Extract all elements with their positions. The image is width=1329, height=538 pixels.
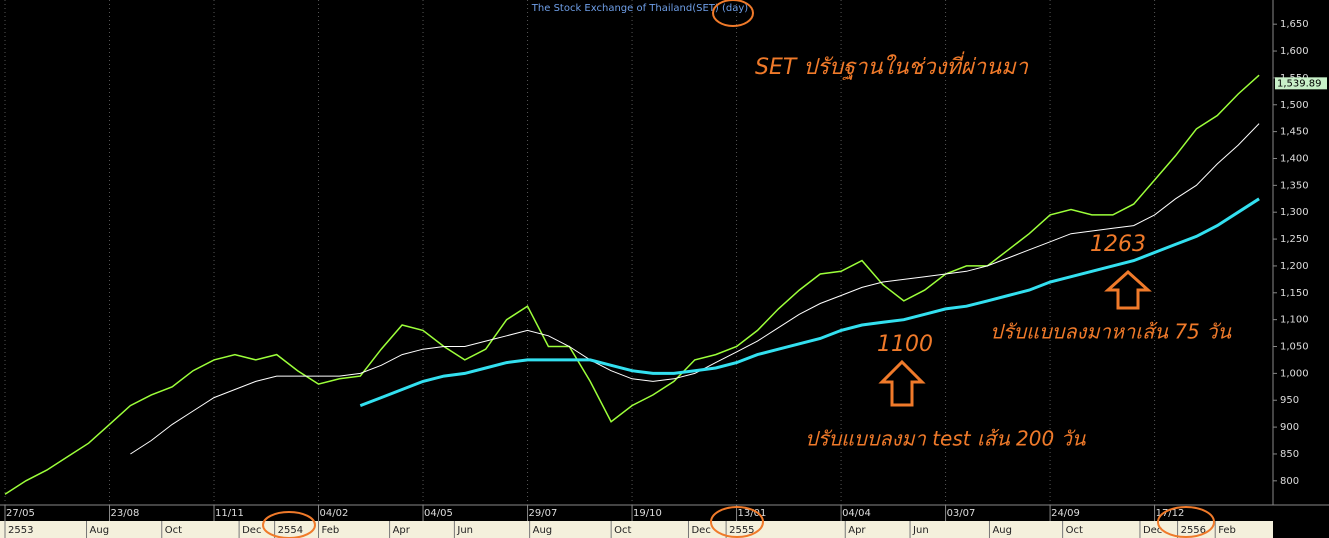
x-tick-label: 24/09 — [1051, 508, 1080, 519]
chart-title: The Stock Exchange of Thailand(SET) (day… — [531, 3, 748, 14]
y-tick-label: 900 — [1280, 422, 1299, 433]
axes: 800 850 900 950 1,000 1,050 1,100 1,150 1,200 1,2… — [4, 19, 1327, 538]
y-tick-label: 800 — [1280, 476, 1299, 487]
series-line — [130, 123, 1260, 455]
y-tick-label: 1,300 — [1280, 207, 1309, 218]
annotation: SET ปรับฐานในช่วงที่ผ่านมา — [755, 51, 1029, 80]
last-price-label: 1,539.89 — [1277, 78, 1322, 89]
month-label: 2556 — [1181, 525, 1206, 536]
x-tick-label: 13/01 — [738, 508, 767, 519]
y-tick-label: 1,250 — [1280, 234, 1309, 245]
month-label: 2554 — [278, 525, 303, 536]
month-label: Oct — [614, 525, 631, 536]
month-label: Feb — [1218, 525, 1236, 536]
highlight-ellipse — [262, 511, 316, 538]
month-label: Jun — [456, 525, 473, 536]
y-tick-label: 950 — [1280, 395, 1299, 406]
arrow — [878, 359, 926, 407]
y-tick-label: 1,000 — [1280, 368, 1309, 379]
y-tick-label: 1,650 — [1280, 19, 1309, 30]
x-tick-label: 03/07 — [947, 508, 976, 519]
month-label: Dec — [1143, 525, 1162, 536]
annotation: ปรับแบบลงมา test เส้น 200 วัน — [805, 427, 1087, 451]
grid — [4, 0, 1156, 505]
x-tick-label: 29/07 — [529, 508, 558, 519]
x-tick-label: 04/02 — [320, 508, 349, 519]
y-tick-label: 1,050 — [1280, 342, 1309, 353]
arrow — [1104, 269, 1152, 310]
y-tick-label: 1,100 — [1280, 315, 1309, 326]
plot — [4, 74, 1260, 495]
month-label: Jun — [912, 525, 929, 536]
month-label: Apr — [393, 525, 411, 536]
annotation: ปรับแบบลงมาหาเส้น 75 วัน — [990, 320, 1232, 344]
month-label: Apr — [848, 525, 866, 536]
month-label: Aug — [90, 525, 110, 536]
x-tick-label: 04/05 — [424, 508, 453, 519]
y-tick-label: 1,350 — [1280, 180, 1309, 191]
series-line — [359, 197, 1260, 408]
highlight-ellipse — [1157, 506, 1215, 538]
highlight-ellipse — [712, 0, 754, 27]
y-tick-label: 1,500 — [1280, 100, 1309, 111]
month-label: 2553 — [8, 525, 33, 536]
series-line — [4, 74, 1260, 495]
month-label: Dec — [242, 525, 261, 536]
month-label: Oct — [165, 525, 182, 536]
last-price-box — [1275, 77, 1327, 90]
y-tick-label: 1,200 — [1280, 261, 1309, 272]
y-tick-label: 1,450 — [1280, 127, 1309, 138]
month-label: Aug — [533, 525, 553, 536]
x-tick-label: 11/11 — [215, 508, 244, 519]
x-tick-label: 23/08 — [111, 508, 140, 519]
y-tick-label: 1,150 — [1280, 288, 1309, 299]
x-tick-label: 19/10 — [633, 508, 662, 519]
month-label: Dec — [691, 525, 710, 536]
month-label: Oct — [1066, 525, 1083, 536]
y-tick-label: 1,400 — [1280, 153, 1309, 164]
month-label: 2555 — [729, 525, 754, 536]
x-tick-label: 17/12 — [1156, 508, 1185, 519]
highlight-ellipse — [710, 506, 764, 538]
y-tick-label: 850 — [1280, 449, 1299, 460]
annotation: 1263 — [1090, 232, 1146, 257]
month-label: Feb — [322, 525, 340, 536]
annotation: 1100 — [877, 332, 933, 357]
y-tick-label: 1,600 — [1280, 46, 1309, 57]
x-tick-label: 27/05 — [6, 508, 35, 519]
x-tick-label: 04/04 — [842, 508, 871, 519]
month-label: Aug — [992, 525, 1012, 536]
